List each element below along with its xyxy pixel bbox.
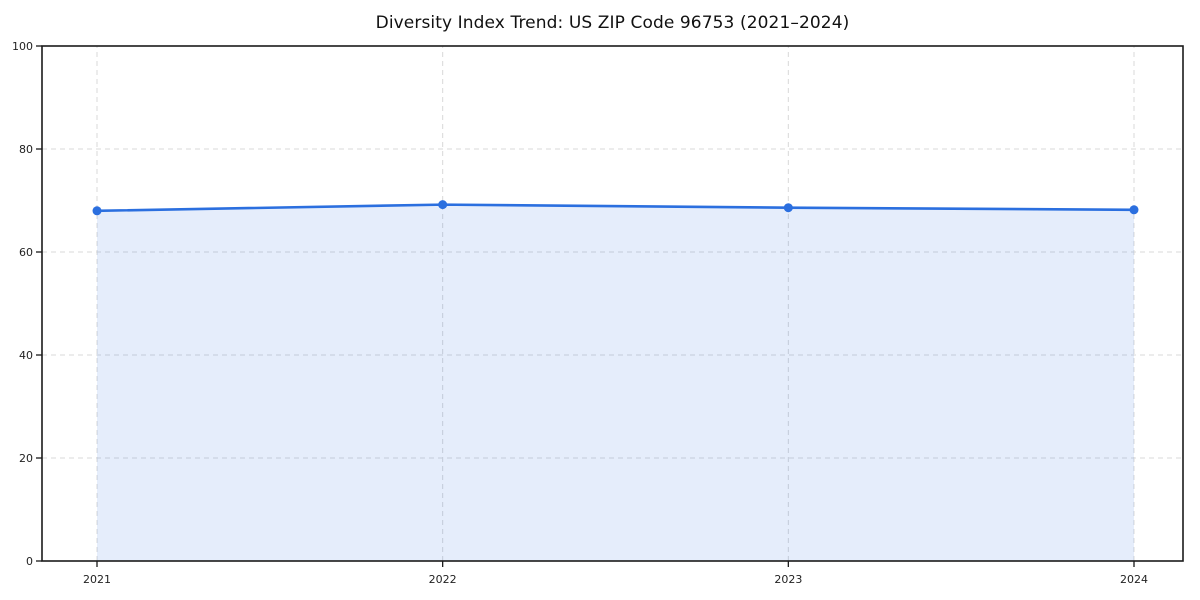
x-tick-label: 2021 [83,573,111,586]
data-point-2024 [1129,205,1139,215]
trend-line [95,203,1136,213]
chart-title: Diversity Index Trend: US ZIP Code 96753… [375,13,850,33]
y-tick-label: 100 [12,40,33,53]
axes-spines [41,45,1184,562]
y-tick-label: 80 [19,143,33,156]
y-tick-label: 60 [19,246,33,259]
area-fill [97,204,1134,561]
data-point-2022 [438,200,448,210]
x-tick-label: 2024 [1120,573,1148,586]
y-tick-label: 20 [19,452,33,465]
y-tick-label: 0 [26,555,33,568]
y-tick-label: 40 [19,349,33,362]
x-tick-label: 2022 [429,573,457,586]
x-tick-label: 2023 [774,573,802,586]
data-point-2021 [92,206,102,216]
data-point-2023 [783,203,793,213]
